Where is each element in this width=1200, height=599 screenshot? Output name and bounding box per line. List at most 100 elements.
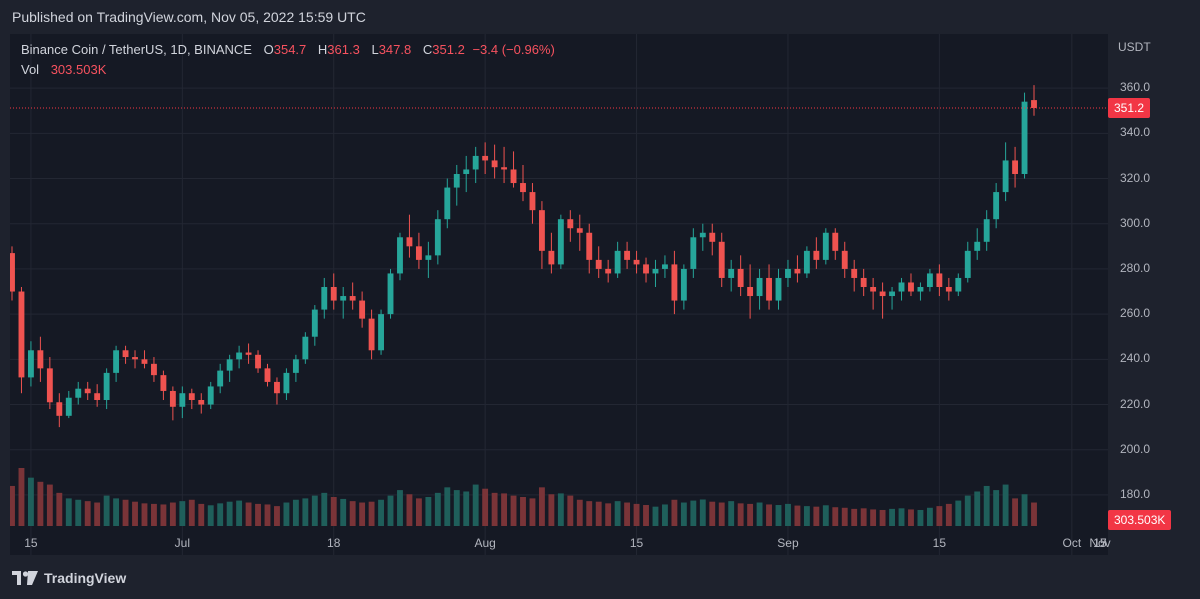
volume-bar [103,495,110,526]
candle-body [311,309,318,337]
legend-price-row: Binance Coin / TetherUS, 1D, BINANCE O35… [21,40,555,60]
volume-bar [311,495,318,526]
last-price-badge: 351.2 [1108,98,1151,118]
volume-bar [255,503,261,526]
price-axis[interactable] [1108,34,1200,555]
volume-bar [463,491,470,526]
price-tick-label: 180.0 [1120,486,1151,501]
volume-bar [548,494,555,526]
candle-body [538,210,545,251]
volume-bar [614,501,621,526]
candle-body [945,287,952,292]
tradingview-logo[interactable]: TradingView [12,570,126,586]
candle-body [198,400,205,405]
price-tick-label: 240.0 [1120,351,1151,366]
volume-bar [908,509,914,526]
candle-body [520,183,526,193]
volume-bar [1012,498,1019,526]
volume-bar [122,499,129,526]
candle-body [444,187,451,220]
volume-bar [652,506,659,526]
volume-bar [690,500,697,526]
price-tick-label: 280.0 [1120,260,1151,275]
candle-body [425,255,432,260]
time-tick-label: Oct [1062,536,1082,550]
candle-body [728,268,735,278]
legend-symbol[interactable]: Binance Coin / TetherUS, 1D, BINANCE [21,42,252,57]
candle-body [264,368,271,382]
candle-body [179,393,186,407]
candlestick-chart[interactable] [10,34,1108,555]
volume-bar [955,500,962,526]
time-tick-label: 15 [24,536,38,550]
volume-bar [141,503,148,526]
legend-high-value: 361.3 [327,42,360,57]
candle-body [46,368,53,403]
volume-bar [832,507,839,526]
candle-body [860,277,867,287]
candle-body [926,273,933,287]
chart-pane[interactable] [10,34,1108,555]
candle-body [65,397,72,416]
time-tick-label: Sep [777,536,799,550]
legend-volume-row: Vol 303.503K [21,60,555,80]
volume-bar [879,509,886,526]
candle-body [633,259,640,265]
candle-body [1012,160,1019,174]
volume-bar [444,487,451,526]
volume-bar [245,502,252,526]
volume-bar [27,477,34,526]
volume-bar [974,491,981,526]
candle-body [699,232,706,238]
volume-bar [406,494,413,526]
volume-bar [699,499,706,526]
candle-body [785,268,791,278]
volume-bar [595,501,602,526]
candle-body [775,277,782,301]
volume-bar [482,488,489,526]
candle-body [274,381,280,394]
time-tick-label: 15 [629,536,644,550]
legend-volume-label[interactable]: Vol [21,62,40,77]
candle-body [84,388,91,394]
volume-bar [434,492,441,526]
candle-body [292,359,299,373]
volume-bar [964,495,971,526]
volume-bar [737,503,744,526]
candle-body [567,219,574,229]
volume-bar [851,508,858,526]
volume-bar [926,507,933,526]
volume-bar [75,499,82,526]
price-tick-label: 300.0 [1120,215,1151,230]
volume-bar [302,498,309,526]
published-info: Published on TradingView.com, Nov 05, 20… [12,9,366,25]
candle-body [898,282,905,292]
candle-body [964,250,971,278]
candle-body [472,155,479,170]
candle-body [993,192,1000,220]
candle-body [94,393,101,400]
volume-bar [198,503,205,526]
volume-bar [387,495,394,526]
volume-bar [236,500,243,526]
volume-bar [794,505,801,526]
volume-bar [453,490,460,526]
volume-bar [397,490,403,526]
candle-body [756,277,763,297]
candle-body [510,169,517,184]
legend-close-label: C [422,42,433,57]
candle-body [378,314,384,351]
candle-body [643,264,649,274]
volume-bar [169,502,176,526]
candle-body [889,291,895,297]
volume-bar [94,502,101,526]
legend-open-value: 354.7 [273,42,307,57]
candle-body [283,372,290,394]
volume-bar [510,495,517,526]
legend-open-label: O [263,42,274,57]
volume-bar [671,499,678,526]
volume-bar [680,502,687,526]
time-tick-label: Aug [474,536,496,550]
volume-bar [415,498,422,526]
volume-bar [917,509,924,526]
